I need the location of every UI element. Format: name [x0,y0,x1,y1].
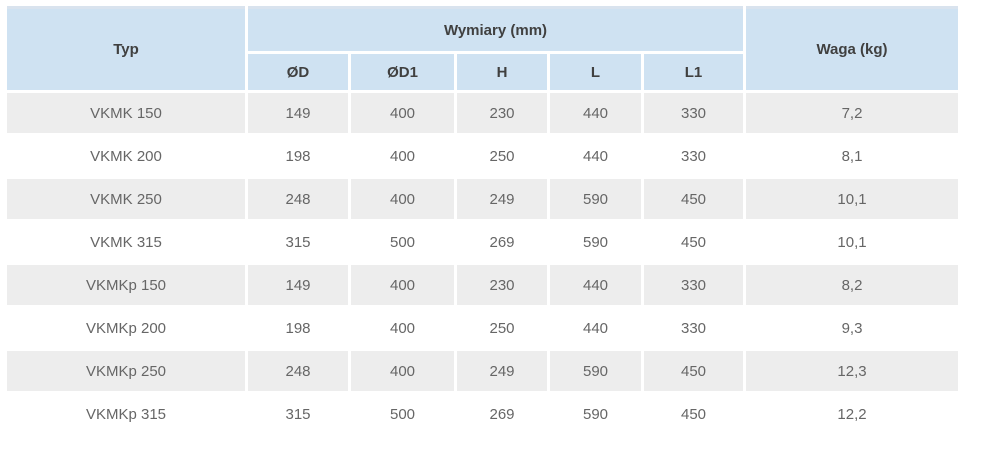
cell-dimension: 330 [644,136,743,176]
cell-waga: 10,1 [746,179,958,219]
cell-dimension: 400 [351,179,454,219]
cell-dimension: 400 [351,136,454,176]
cell-waga: 7,2 [746,93,958,133]
cell-dimension: 330 [644,308,743,348]
cell-typ: VKMKp 250 [7,351,245,391]
cell-dimension: 198 [248,308,348,348]
table-row: VKMKp 200 198 400 250 440 330 9,3 [7,308,958,348]
column-header-dim: L [550,54,641,90]
table-body: VKMK 150 149 400 230 440 330 7,2 VKMK 200 198 400… [7,93,958,434]
table-row: VKMK 250 248 400 249 590 450 10,1 [7,179,958,219]
column-header-dim: ØD [248,54,348,90]
table-row: VKMKp 250 248 400 249 590 450 12,3 [7,351,958,391]
column-header-waga: Waga (kg) [746,6,958,90]
table-row: VKMK 315 315 500 269 590 450 10,1 [7,222,958,262]
cell-typ: VKMK 315 [7,222,245,262]
header-row-dimensions: ØD ØD1 H L L1 [7,54,958,90]
cell-dimension: 440 [550,265,641,305]
cell-dimension: 450 [644,351,743,391]
table-row: VKMK 200 198 400 250 440 330 8,1 [7,136,958,176]
cell-typ: VKMK 200 [7,136,245,176]
cell-dimension: 400 [351,93,454,133]
cell-waga: 12,3 [746,351,958,391]
column-header-typ: Typ [7,6,245,90]
cell-dimension: 248 [248,179,348,219]
cell-dimension: 250 [457,136,547,176]
column-header-dim: L1 [644,54,743,90]
table-row: VKMKp 150 149 400 230 440 330 8,2 [7,265,958,305]
cell-typ: VKMKp 315 [7,394,245,434]
cell-typ: VKMK 250 [7,179,245,219]
cell-dimension: 500 [351,222,454,262]
cell-dimension: 249 [457,351,547,391]
cell-dimension: 440 [550,136,641,176]
table-row: VKMKp 315 315 500 269 590 450 12,2 [7,394,958,434]
cell-dimension: 315 [248,394,348,434]
cell-waga: 8,1 [746,136,958,176]
cell-dimension: 590 [550,222,641,262]
cell-dimension: 400 [351,351,454,391]
cell-waga: 9,3 [746,308,958,348]
column-header-dim: H [457,54,547,90]
cell-dimension: 249 [457,179,547,219]
column-header-dim: ØD1 [351,54,454,90]
cell-dimension: 149 [248,265,348,305]
specs-table: Typ Wymiary (mm) Waga (kg) ØD ØD1 H L L1 VKM… [4,3,961,437]
cell-dimension: 440 [550,93,641,133]
cell-typ: VKMKp 200 [7,308,245,348]
cell-dimension: 230 [457,265,547,305]
cell-dimension: 500 [351,394,454,434]
cell-dimension: 450 [644,222,743,262]
cell-dimension: 590 [550,394,641,434]
cell-typ: VKMKp 150 [7,265,245,305]
cell-dimension: 450 [644,179,743,219]
cell-dimension: 400 [351,308,454,348]
cell-dimension: 330 [644,93,743,133]
cell-waga: 10,1 [746,222,958,262]
cell-dimension: 440 [550,308,641,348]
cell-typ: VKMK 150 [7,93,245,133]
cell-dimension: 248 [248,351,348,391]
cell-dimension: 269 [457,394,547,434]
cell-dimension: 315 [248,222,348,262]
cell-dimension: 330 [644,265,743,305]
column-group-header-wymiary: Wymiary (mm) [248,6,743,51]
cell-waga: 12,2 [746,394,958,434]
cell-dimension: 250 [457,308,547,348]
cell-dimension: 230 [457,93,547,133]
cell-dimension: 198 [248,136,348,176]
cell-dimension: 590 [550,351,641,391]
cell-dimension: 590 [550,179,641,219]
table-header: Typ Wymiary (mm) Waga (kg) ØD ØD1 H L L1 [7,6,958,90]
cell-dimension: 269 [457,222,547,262]
cell-dimension: 450 [644,394,743,434]
table-row: VKMK 150 149 400 230 440 330 7,2 [7,93,958,133]
cell-waga: 8,2 [746,265,958,305]
header-row-groups: Typ Wymiary (mm) Waga (kg) [7,6,958,90]
cell-dimension: 149 [248,93,348,133]
cell-dimension: 400 [351,265,454,305]
